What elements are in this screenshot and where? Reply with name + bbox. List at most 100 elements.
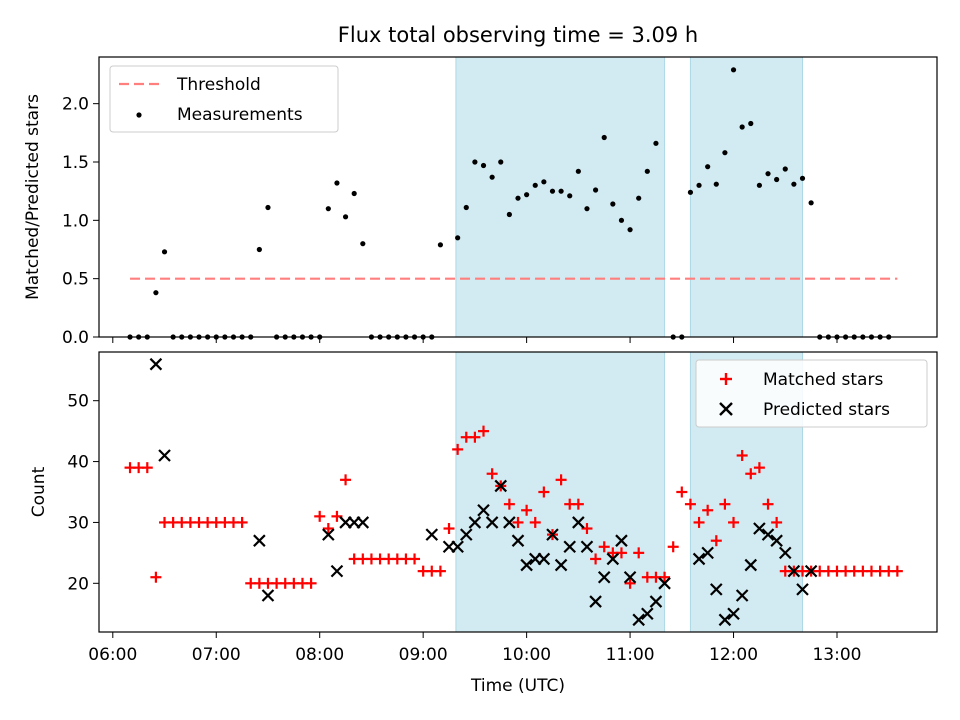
marker-stroke — [615, 534, 628, 547]
predicted-star-marker — [735, 589, 749, 602]
measurement-point — [739, 124, 745, 130]
predicted-star-marker — [597, 570, 611, 584]
marker-stroke — [330, 564, 344, 578]
predicted-star-marker — [649, 595, 663, 608]
measurement-point — [774, 176, 780, 183]
measurement-point — [325, 206, 331, 212]
measurement-point — [627, 227, 633, 233]
marker-stroke — [261, 589, 275, 602]
predicted-star-marker — [718, 613, 732, 627]
measurement-point — [705, 164, 711, 170]
count-y-tick-label: 30 — [67, 513, 89, 533]
matched-star-marker — [538, 486, 550, 498]
matched-star-marker — [684, 498, 696, 510]
matched-star-marker — [891, 565, 903, 577]
matched-star-marker — [141, 462, 153, 474]
marker-stroke — [597, 570, 611, 584]
matched-star-marker — [236, 516, 248, 528]
count-axes-frame — [98, 351, 938, 633]
measurement-point — [480, 162, 487, 169]
matched-star-marker — [305, 577, 317, 589]
predicted-star-marker — [572, 516, 585, 529]
x-tick-label: 10:00 — [502, 645, 551, 665]
marker-stroke — [425, 528, 439, 541]
predicted-star-marker — [554, 558, 568, 572]
predicted-star-marker — [149, 357, 163, 371]
observing-window-2 — [689, 56, 804, 338]
measurement-point — [455, 235, 461, 241]
marker-stroke — [503, 516, 516, 529]
measurement-point — [653, 140, 659, 146]
measurement-point — [791, 181, 797, 187]
matched-legend-label: Matched stars — [763, 370, 883, 390]
marker-stroke — [735, 589, 749, 602]
predicted-star-marker — [796, 583, 809, 596]
predicted-star-marker — [459, 528, 473, 541]
measurement-point — [618, 217, 625, 223]
measurement-point — [351, 190, 357, 197]
count-panel: 20 30 40 50 06:00 07:00 08:00 09:00 10:00 11:00 1… — [29, 351, 938, 696]
predicted-star-marker — [692, 552, 706, 566]
predicted-star-marker — [546, 528, 559, 541]
predicted-star-marker — [623, 570, 637, 584]
predicted-star-marker — [727, 607, 740, 621]
count-y-tick-label: 50 — [67, 392, 89, 412]
measurement-legend-label: Measurements — [177, 105, 303, 125]
predicted-star-marker — [641, 607, 654, 621]
predicted-star-marker — [494, 479, 508, 493]
measurement-point — [541, 179, 547, 185]
ratio-y-tick-label: 0.0 — [62, 328, 89, 348]
matched-star-marker — [590, 553, 602, 565]
matched-star-marker — [762, 498, 774, 510]
measurement-point — [584, 206, 590, 212]
ratio-y-ticks: 0.0 0.5 1.0 1.5 2.0 — [62, 95, 99, 348]
x-tick-label: 06:00 — [88, 645, 137, 665]
predicted-star-marker — [589, 595, 602, 608]
marker-stroke — [658, 577, 671, 590]
measurement-point — [687, 189, 694, 195]
measurement-point — [696, 182, 702, 188]
x-tick-label: 12:00 — [709, 645, 758, 665]
matched-star-marker — [771, 516, 783, 528]
observing-window-bottom-1 — [455, 351, 666, 633]
matched-star-marker — [745, 468, 757, 480]
matched-star-marker — [598, 541, 610, 553]
predicted-star-marker — [778, 546, 792, 560]
marker-stroke — [787, 564, 801, 578]
predicted-star-marker — [710, 583, 723, 596]
measurement-point — [342, 214, 349, 220]
marker-stroke — [158, 449, 171, 462]
matched-star-marker — [512, 516, 524, 528]
ratio-axes-frame — [98, 56, 938, 338]
marker-stroke — [796, 583, 809, 596]
matched-star-marker — [521, 504, 533, 516]
x-tick-label: 13:00 — [812, 645, 861, 665]
predicted-star-marker — [322, 528, 335, 541]
measurement-point — [722, 150, 728, 156]
measurement-point — [489, 174, 495, 180]
x-tick-label: 09:00 — [399, 645, 448, 665]
measurement-point — [265, 204, 271, 211]
marker-stroke — [459, 528, 473, 541]
matched-star-marker — [667, 541, 679, 553]
marker-stroke — [451, 540, 464, 554]
measurement-point — [558, 188, 564, 194]
matched-star-marker — [555, 474, 567, 486]
matched-star-marker — [659, 571, 671, 583]
marker-stroke — [632, 613, 645, 627]
predicted-star-marker — [787, 564, 801, 578]
predicted-star-marker — [503, 516, 516, 529]
measurement-point — [334, 180, 340, 186]
predicted-star-marker — [701, 546, 714, 560]
marker-stroke — [356, 516, 370, 529]
marker-stroke — [563, 540, 577, 554]
predicted-star-marker — [261, 589, 275, 602]
predicted-star-marker — [770, 534, 783, 547]
predicted-star-marker — [477, 503, 490, 517]
matched-star-marker — [736, 449, 748, 461]
predicted-star-marker — [563, 540, 577, 554]
ratio-y-tick-label: 2.0 — [62, 95, 89, 115]
marker-stroke — [606, 552, 620, 566]
count-y-axis-label: Count — [29, 466, 49, 517]
predicted-star-marker — [511, 534, 525, 547]
